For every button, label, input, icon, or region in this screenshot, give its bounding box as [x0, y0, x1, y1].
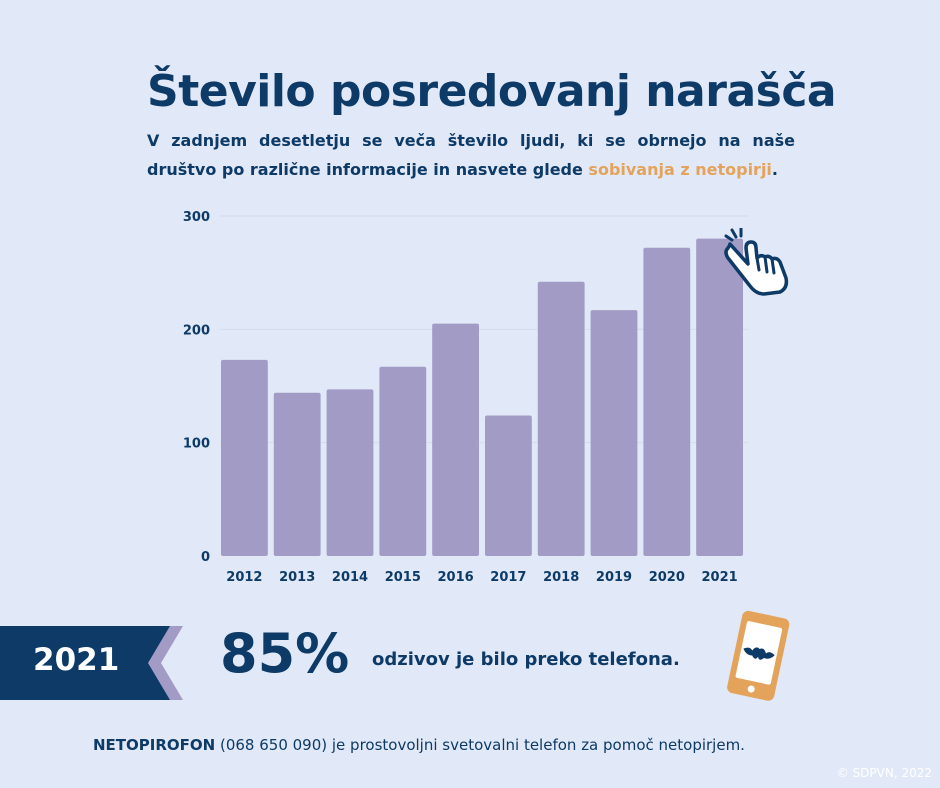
- page-title: Število posredovanj narašča: [147, 66, 837, 117]
- x-tick-label: 2012: [226, 570, 262, 585]
- x-tick-label: 2017: [490, 570, 526, 585]
- y-tick-label: 200: [183, 323, 210, 338]
- copyright: © SDPVN, 2022: [836, 766, 932, 780]
- subtitle: V zadnjem desetletju se veča število lju…: [147, 126, 795, 184]
- y-tick-label: 0: [201, 550, 210, 565]
- x-tick-label: 2013: [279, 570, 315, 585]
- x-tick-label: 2014: [332, 570, 368, 585]
- bar-2021: [696, 238, 743, 556]
- subtitle-end: .: [771, 160, 778, 179]
- x-tick-label: 2016: [438, 570, 474, 585]
- bar-chart: 0 100 200 300 2012 2013 2014 2015 2016 2017 2018 20…: [183, 210, 748, 585]
- hand-pointer-icon: [724, 228, 789, 296]
- y-tick-label: 300: [183, 210, 210, 225]
- x-tick-label: 2018: [543, 570, 579, 585]
- bar-2020: [643, 247, 691, 556]
- phone-bat-icon: [727, 610, 790, 701]
- x-tick-label: 2019: [596, 570, 632, 585]
- bar-2014: [326, 389, 374, 556]
- bar-2018: [537, 281, 585, 556]
- x-tick-label: 2020: [649, 570, 685, 585]
- subtitle-highlight: sobivanja z netopirji: [588, 160, 772, 179]
- percent-value: 85%: [220, 622, 350, 685]
- banner-year: 2021: [33, 642, 120, 678]
- bar-2013: [273, 392, 321, 556]
- bar-2019: [590, 310, 638, 556]
- x-tick-label: 2015: [385, 570, 421, 585]
- bar-2017: [485, 415, 532, 556]
- y-tick-label: 100: [183, 437, 210, 452]
- footer-name: NETOPIROFON: [93, 736, 216, 754]
- bar-2012: [221, 359, 268, 556]
- subtitle-text: V zadnjem desetletju se veča število lju…: [147, 131, 795, 179]
- bar-2016: [432, 323, 479, 556]
- footer-text: (068 650 090) je prostovoljni svetovalni…: [215, 736, 745, 754]
- year-banner: [0, 626, 183, 700]
- percent-caption: odzivov je bilo preko telefona.: [372, 649, 680, 670]
- bar-2015: [379, 366, 427, 556]
- footer: NETOPIROFON (068 650 090) je prostovoljn…: [93, 736, 745, 754]
- x-tick-label: 2021: [702, 570, 738, 585]
